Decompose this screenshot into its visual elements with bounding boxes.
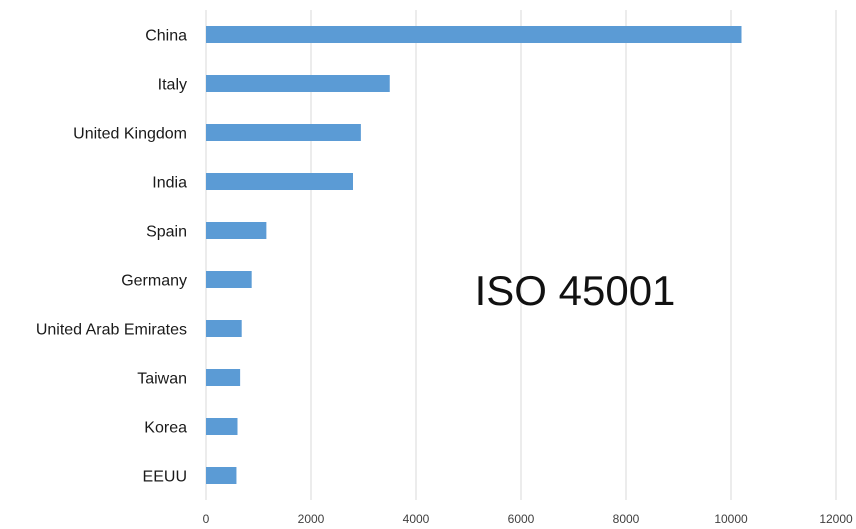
bars <box>206 26 742 484</box>
category-label: United Kingdom <box>73 126 187 143</box>
chart-annotation: ISO 45001 <box>475 267 676 314</box>
category-label: United Arab Emirates <box>36 322 187 339</box>
category-label: China <box>145 28 187 45</box>
bar-germany <box>206 271 252 288</box>
category-labels: China Italy United Kingdom India Spain German… <box>36 28 187 486</box>
category-label: Italy <box>158 77 187 94</box>
bar-italy <box>206 75 390 92</box>
category-label: Korea <box>144 420 187 437</box>
category-label: Spain <box>146 224 187 241</box>
bar-eeuu <box>206 467 237 484</box>
category-label: Germany <box>121 273 187 290</box>
category-label: India <box>152 175 187 192</box>
bar-india <box>206 173 353 190</box>
x-tick-label: 6000 <box>508 512 535 526</box>
x-tick-label: 4000 <box>403 512 430 526</box>
x-tick-label: 12000 <box>819 512 853 526</box>
bar-united-kingdom <box>206 124 361 141</box>
x-tick-label: 2000 <box>298 512 325 526</box>
x-tick-label: 0 <box>203 512 210 526</box>
bar-china <box>206 26 742 43</box>
category-label: Taiwan <box>137 371 187 388</box>
bar-spain <box>206 222 267 239</box>
x-tick-label: 8000 <box>613 512 640 526</box>
category-label: EEUU <box>143 469 187 486</box>
bar-united-arab-emirates <box>206 320 242 337</box>
x-tick-label: 10000 <box>714 512 748 526</box>
bar-korea <box>206 418 238 435</box>
x-tick-labels: 0 2000 4000 6000 8000 10000 12000 <box>203 512 853 526</box>
bar-taiwan <box>206 369 241 386</box>
